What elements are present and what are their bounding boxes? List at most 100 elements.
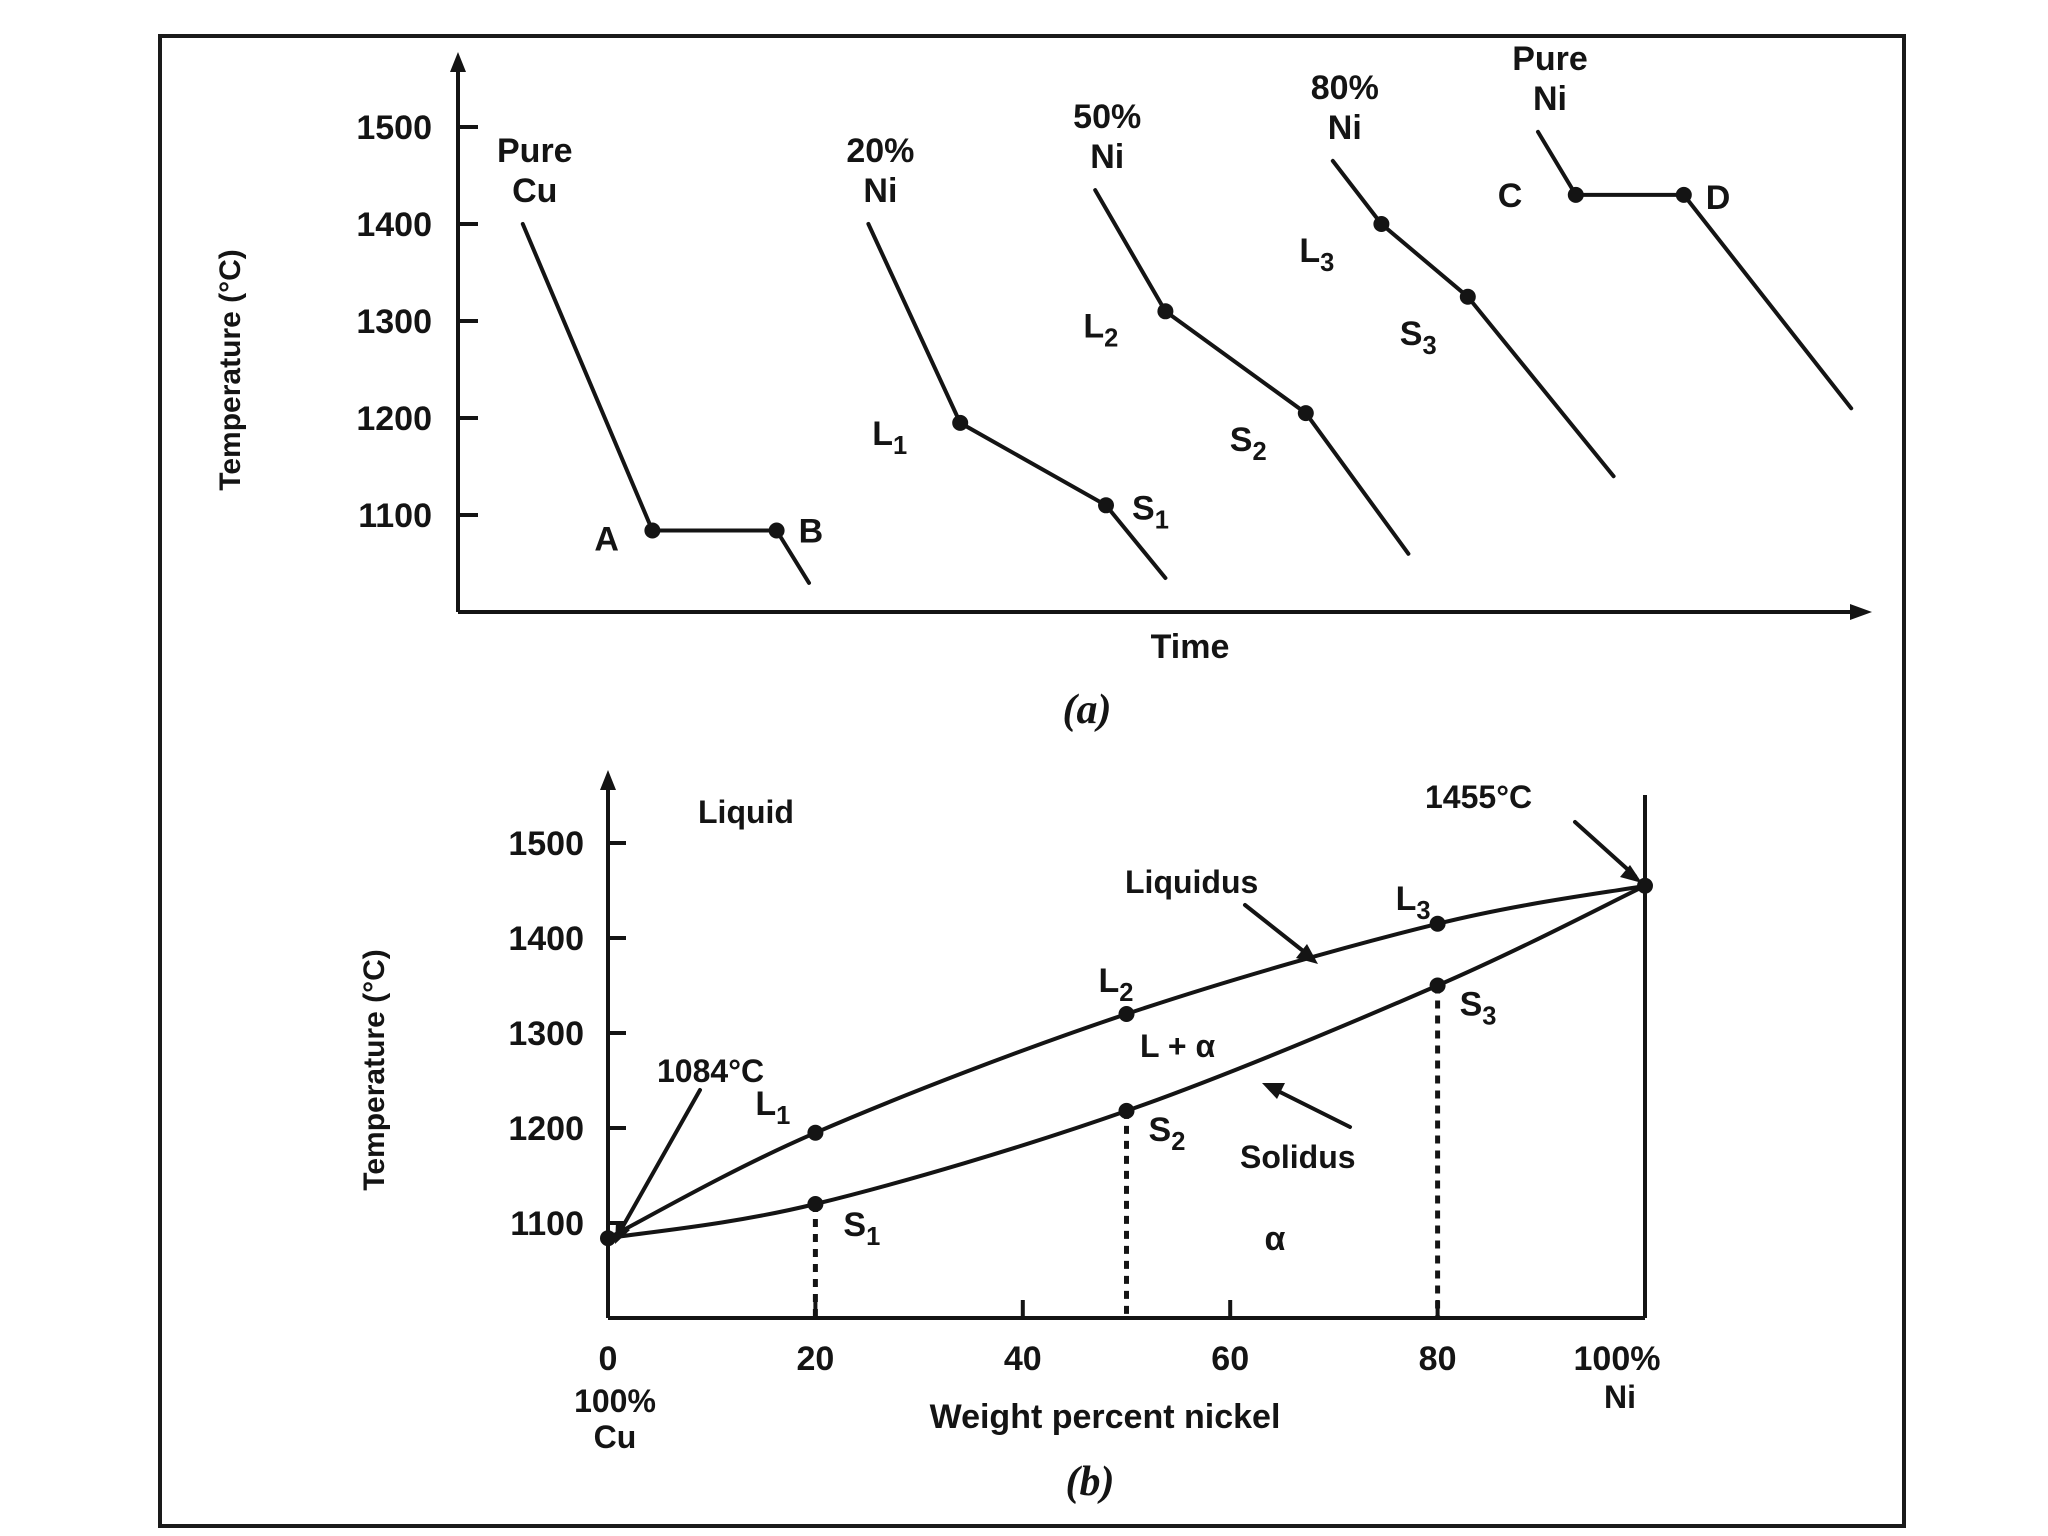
composition-label: Pure [497, 132, 573, 170]
phase-point-label: L3 [1396, 880, 1431, 925]
composition-label: 50% [1073, 98, 1141, 136]
panel-b-x-tick-label: 20 [796, 1340, 834, 1378]
composition-label: Ni [1533, 80, 1567, 118]
panel-a-y-tick-label: 1300 [356, 303, 432, 341]
copper-melting-point-label: 1084°C [657, 1053, 764, 1089]
panel-b-y-tick-label: 1200 [508, 1110, 584, 1148]
cooling-curve-line [866, 222, 1168, 580]
panel-b-x-tick-label: 60 [1211, 1340, 1249, 1378]
cooling-curve-point [952, 414, 969, 431]
cooling-curve-point [1675, 186, 1692, 203]
liquidus-annotation: Liquidus [1125, 864, 1258, 900]
two-phase-region-label: L + α [1140, 1028, 1215, 1064]
cooling-curve-point-label: A [594, 521, 619, 559]
panel-b-caption: (b) [1066, 1459, 1115, 1505]
panel-b-y-tick-label: 1100 [510, 1205, 584, 1243]
phase-point-label: L2 [1099, 962, 1134, 1007]
panel-b-x-tick-label: 80 [1419, 1340, 1457, 1378]
panel-b-x-axis-label: Weight percent nickel [930, 1398, 1281, 1436]
figure-frame [158, 34, 1906, 1528]
panel-a-caption: (a) [1063, 687, 1112, 733]
cooling-curve-point-label: S1 [1132, 489, 1169, 534]
cooling-curve-point [1157, 303, 1174, 320]
panel-b-y-tick-label: 1500 [508, 825, 584, 863]
cooling-curve-line [1536, 129, 1854, 411]
cooling-curve-point [1098, 497, 1114, 514]
composition-label: Ni [1090, 138, 1124, 176]
cooling-curve-point [1297, 405, 1314, 422]
composition-label: Cu [512, 172, 557, 210]
cooling-curve-point-label: L2 [1083, 307, 1118, 352]
composition-label: 20% [846, 132, 914, 170]
phase-point-label: S3 [1460, 986, 1497, 1031]
phase-point [1118, 1102, 1135, 1119]
solidus-leader-arrowhead [1262, 1083, 1285, 1099]
phase-point-label: L1 [755, 1085, 790, 1130]
cooling-curve-point-label: L3 [1299, 232, 1334, 277]
panel-a-y-arrow [450, 52, 466, 72]
panel-b-y-tick-label: 1300 [508, 1015, 584, 1053]
cooling-curve-point [644, 522, 661, 539]
solidus-leader-line [1268, 1085, 1352, 1129]
composition-label: Ni [863, 172, 897, 210]
nickel-mp-leader-arrowhead [1620, 865, 1642, 883]
panel-b-x-tick-label: 0 [599, 1340, 618, 1378]
cooling-curve-point [1459, 288, 1476, 305]
panel-a-x-axis-label: Time [1151, 628, 1230, 666]
panel-a-y-axis-label: Temperature (°C) [214, 249, 247, 490]
liquidus-leader-line [1243, 903, 1314, 960]
panel-a-y-tick-label: 1400 [356, 206, 432, 244]
panel-b-y-tick-label: 1400 [508, 920, 584, 958]
copper-mp-leader-line [616, 1088, 702, 1237]
cooling-curve-line [1093, 188, 1411, 556]
ni-sublabel-element: Ni [1604, 1379, 1636, 1415]
composition-label: Ni [1328, 109, 1362, 147]
cu-sublabel-element: Cu [594, 1419, 637, 1455]
panel-b-x-tick-label: 100% [1574, 1340, 1661, 1378]
cooling-curve-point-label: B [799, 513, 824, 551]
phase-point-label: S2 [1149, 1111, 1186, 1156]
cu-sublabel-percent: 100% [574, 1383, 656, 1419]
phase-point [807, 1124, 824, 1141]
cooling-curve-point [1567, 186, 1584, 203]
panel-b-x-tick-label: 40 [1004, 1340, 1042, 1378]
composition-label: 80% [1311, 69, 1379, 107]
phase-point [1118, 1006, 1135, 1022]
cooling-curve-line [1330, 158, 1616, 479]
copper-mp-leader-arrowhead [615, 1222, 630, 1244]
cooling-curve-point-label: C [1498, 177, 1523, 215]
solidus-annotation: Solidus [1240, 1139, 1356, 1175]
cooling-curve-point-label: D [1706, 179, 1731, 217]
nickel-mp-leader-line [1573, 820, 1637, 878]
panel-a-x-arrow [1850, 604, 1872, 620]
phase-point [1429, 977, 1446, 994]
panel-b-y-axis-label: Temperature (°C) [358, 949, 391, 1190]
phase-point [1429, 915, 1446, 932]
liquid-region-label: Liquid [698, 794, 794, 830]
panel-a-y-tick-label: 1500 [356, 109, 432, 147]
alpha-region-label: α [1265, 1220, 1286, 1258]
panel-b-y-arrow [600, 770, 616, 790]
panel-a-y-tick-label: 1200 [356, 400, 432, 438]
melting-point-dot [600, 1230, 616, 1247]
cooling-curve-line [520, 222, 811, 585]
liquidus-leader-arrowhead [1296, 944, 1318, 964]
phase-point [807, 1196, 824, 1212]
phase-point-label: S1 [843, 1206, 880, 1251]
cooling-curve-point [768, 522, 785, 539]
cooling-curve-point-label: S3 [1400, 315, 1437, 360]
cooling-curve-point-label: L1 [872, 415, 907, 460]
nickel-melting-point-label: 1455°C [1425, 779, 1532, 815]
cooling-curve-point-label: S2 [1230, 421, 1267, 466]
cooling-curves-panel: 1500 1400 1300 1200 1100 Temperature (°C) Ti… [214, 40, 1872, 733]
phase-diagram-panel: 1500 1400 1300 1200 1100 0 20 40 60 80 100% Tempe… [358, 770, 1660, 1505]
panel-a-y-tick-label: 1100 [358, 497, 432, 535]
composition-label: Pure [1512, 40, 1588, 78]
cooling-curve-point [1373, 216, 1390, 232]
